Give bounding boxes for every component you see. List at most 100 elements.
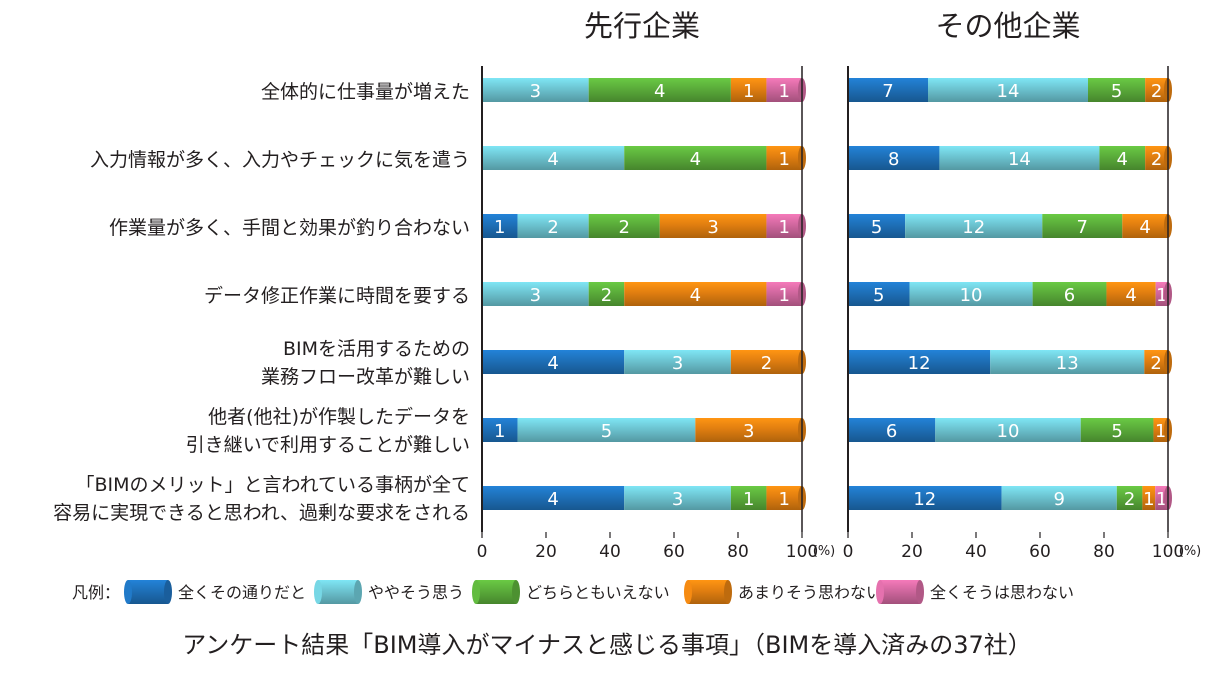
data-label: 4 [690, 149, 701, 170]
legend-swatch-cap [354, 580, 362, 604]
legend-swatch [476, 580, 516, 604]
x-tick-label: 40 [965, 542, 987, 562]
bar-segment [482, 282, 589, 306]
bar-segment [848, 486, 1002, 510]
bar-segment [1106, 282, 1156, 306]
bar-segment [766, 486, 802, 510]
legend-label: 全くその通りだと [178, 583, 306, 602]
data-label: 1 [743, 489, 754, 510]
bar-segment [482, 146, 625, 170]
data-label: 2 [761, 353, 772, 374]
category-label: 「BIMのメリット」と言われている事柄が全て [75, 474, 470, 496]
unit-label: (%) [813, 544, 836, 559]
bar-segment [766, 146, 802, 170]
data-label: 7 [1077, 217, 1088, 238]
data-label: 5 [873, 285, 884, 306]
bar-segment [935, 418, 1081, 442]
x-tick-label: 0 [477, 542, 488, 562]
bar-segment [482, 418, 518, 442]
legend-swatch-cap [512, 580, 520, 604]
unit-label: (%) [1179, 544, 1202, 559]
bar-segment [588, 282, 625, 306]
legend-label: ややそう思う [368, 583, 464, 602]
bar-segment [1116, 486, 1143, 510]
data-label: 4 [1117, 149, 1128, 170]
bar-segment [482, 78, 589, 102]
data-label: 12 [913, 489, 936, 510]
x-tick-label: 40 [599, 542, 621, 562]
x-tick-label: 0 [843, 542, 854, 562]
bar-segment [730, 350, 802, 374]
bar-segment [482, 350, 625, 374]
bar-segment [848, 418, 936, 442]
bar-segment [848, 282, 910, 306]
data-label: 2 [1150, 353, 1161, 374]
bar-segment [1080, 418, 1154, 442]
panel-title: 先行企業 [584, 9, 700, 43]
data-label: 1 [1155, 421, 1166, 442]
data-label: 1 [778, 285, 789, 306]
data-label: 10 [997, 421, 1020, 442]
data-label: 1 [494, 217, 505, 238]
category-label: 他者(他社)が作製したデータを [208, 406, 470, 428]
data-label: 4 [1139, 217, 1150, 238]
data-label: 3 [743, 421, 754, 442]
data-label: 5 [1111, 421, 1122, 442]
legend-swatch-cap [916, 580, 924, 604]
category-label: BIMを活用するための [283, 338, 470, 360]
bar-segment [939, 146, 1100, 170]
data-label: 1 [778, 217, 789, 238]
bar-segment [766, 282, 802, 306]
bar-segment [730, 78, 767, 102]
category-label: 全体的に仕事量が増えた [261, 81, 470, 103]
data-label: 12 [908, 353, 931, 374]
category-label: 容易に実現できると思われ、過剰な要求をされる [53, 502, 470, 524]
data-label: 3 [707, 217, 718, 238]
data-label: 1 [1156, 285, 1167, 306]
data-label: 2 [618, 217, 629, 238]
legend-swatch [318, 580, 358, 604]
bar-segment [909, 282, 1033, 306]
data-label: 14 [1008, 149, 1031, 170]
data-label: 3 [530, 285, 541, 306]
data-label: 4 [690, 285, 701, 306]
x-tick-label: 20 [535, 542, 557, 562]
bar-segment [624, 146, 767, 170]
category-label: 作業量が多く、手間と効果が釣り合わない [109, 217, 470, 239]
data-label: 7 [882, 81, 893, 102]
data-label: 9 [1053, 489, 1064, 510]
data-label: 6 [886, 421, 897, 442]
bar-segment [848, 78, 928, 102]
bar-segment [1142, 486, 1156, 510]
data-label: 3 [530, 81, 541, 102]
legend-swatch-cap [876, 580, 884, 604]
bar-segment [1144, 350, 1168, 374]
data-label: 1 [778, 81, 789, 102]
bar-segment [1001, 486, 1117, 510]
data-label: 1 [743, 81, 754, 102]
x-tick-label: 100 [786, 542, 818, 562]
data-label: 1 [1156, 489, 1167, 510]
x-tick-label: 20 [901, 542, 923, 562]
bar-segment [766, 78, 802, 102]
bar-segment [588, 214, 660, 238]
bar-segment [848, 146, 940, 170]
legend-label: どちらともいえない [526, 583, 670, 602]
data-label: 4 [547, 353, 558, 374]
data-label: 1 [494, 421, 505, 442]
bar-segment [624, 282, 767, 306]
data-label: 3 [672, 489, 683, 510]
panel-title: その他企業 [935, 9, 1080, 43]
legend-label: あまりそう思わない [738, 583, 882, 602]
legend-swatch-cap [472, 580, 480, 604]
data-label: 4 [654, 81, 665, 102]
legend-swatch-cap [314, 580, 322, 604]
legend-swatch-cap [164, 580, 172, 604]
data-label: 2 [1151, 149, 1162, 170]
data-label: 2 [547, 217, 558, 238]
bar-segment [659, 214, 767, 238]
category-label: 引き継いで利用することが難しい [186, 434, 470, 456]
data-label: 5 [601, 421, 612, 442]
legend-prefix: 凡例： [72, 583, 120, 602]
x-tick-label: 60 [1029, 542, 1051, 562]
